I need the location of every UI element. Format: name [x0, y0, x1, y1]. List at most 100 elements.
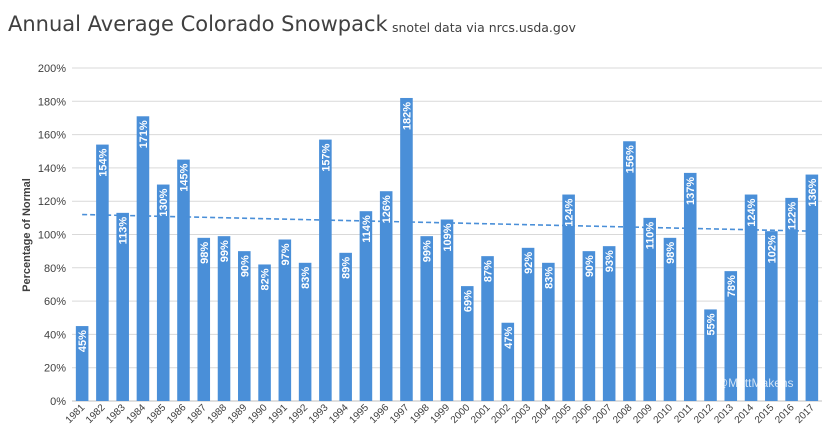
- bar: [744, 194, 758, 401]
- bar-value-label: 136%: [807, 178, 819, 206]
- bar: [805, 174, 819, 401]
- bar: [643, 217, 656, 401]
- x-tick-label: 1995: [348, 402, 372, 426]
- bar-value-label: 110%: [645, 222, 657, 250]
- bar: [379, 191, 393, 401]
- y-tick-label: 140%: [38, 163, 66, 175]
- bar: [562, 194, 575, 401]
- bar: [481, 256, 494, 401]
- bar-value-label: 157%: [320, 143, 332, 171]
- bar-value-label: 55%: [706, 313, 718, 335]
- x-tick-label: 1989: [226, 402, 250, 426]
- bar: [420, 236, 434, 401]
- bar: [197, 237, 211, 401]
- bar: [75, 326, 89, 401]
- bar-value-label: 83%: [543, 267, 555, 289]
- bar-value-label: 93%: [604, 250, 616, 272]
- x-tick-label: 2017: [793, 402, 817, 426]
- bar-value-label: 122%: [787, 202, 799, 230]
- bar: [521, 247, 535, 401]
- x-tick-label: 1981: [64, 402, 88, 426]
- trendline-group: [82, 213, 812, 232]
- bar-value-label: 171%: [138, 120, 150, 148]
- x-tick-label: 2015: [753, 402, 777, 426]
- bar-value-label: 99%: [219, 240, 231, 262]
- bar-value-label: 69%: [462, 290, 474, 312]
- x-tick-label: 1988: [206, 402, 230, 426]
- bar: [582, 251, 596, 401]
- bar: [217, 236, 231, 401]
- bar-value-label: 78%: [726, 275, 738, 297]
- bar-value-label: 90%: [584, 255, 596, 277]
- bar-value-label: 137%: [685, 177, 697, 205]
- bar: [400, 97, 413, 401]
- bar: [156, 184, 170, 401]
- y-tick-label: 200%: [38, 63, 66, 75]
- y-tick-label: 160%: [38, 130, 66, 142]
- bar-value-label: 92%: [523, 252, 535, 274]
- y-tick-label: 180%: [38, 96, 66, 108]
- y-tick-label: 20%: [44, 363, 66, 375]
- bar: [177, 159, 190, 401]
- bar: [704, 309, 717, 401]
- x-tick-label: 2002: [489, 402, 513, 426]
- bar-value-label: 156%: [624, 145, 636, 173]
- bar: [663, 237, 677, 401]
- y-axis-ticks: 0% 20% 40% 60% 80% 100% 120% 140% 160% 180% 200%: [38, 63, 66, 408]
- bar-value-label: 124%: [746, 198, 758, 226]
- x-tick-label: 2014: [733, 402, 757, 426]
- bar-value-label: 47%: [503, 327, 515, 349]
- bar-value-labels: 45% 154% 113% 171% 130% 145% 98% 99% 90% 82% 97% 83…: [77, 102, 819, 352]
- x-tick-label: 1997: [388, 402, 412, 426]
- bar-value-label: 154%: [97, 148, 109, 176]
- x-tick-label: 1998: [408, 402, 432, 426]
- bar-value-label: 82%: [260, 268, 272, 290]
- x-axis-ticks: 1981198219831984198519861987198819891990…: [64, 402, 818, 426]
- x-tick-label: 2004: [530, 402, 554, 426]
- y-tick-label: 100%: [38, 230, 66, 242]
- x-tick-label: 2016: [773, 402, 797, 426]
- bar: [238, 251, 251, 401]
- bar: [460, 286, 474, 401]
- x-tick-label: 1985: [145, 402, 169, 426]
- x-tick-label: 1992: [287, 402, 311, 426]
- bar: [298, 262, 312, 401]
- bar: [258, 264, 271, 401]
- x-tick-label: 1987: [185, 402, 209, 426]
- bar-value-label: 98%: [199, 242, 211, 264]
- x-tick-label: 1982: [84, 402, 108, 426]
- bar: [602, 246, 616, 401]
- bar-value-label: 109%: [442, 223, 454, 251]
- watermark: @MattMakens: [716, 376, 794, 390]
- x-tick-label: 1986: [165, 402, 189, 426]
- x-tick-label: 1999: [429, 402, 453, 426]
- x-tick-label: 2010: [652, 402, 676, 426]
- bar: [623, 141, 636, 401]
- x-tick-label: 1990: [246, 402, 270, 426]
- bars: [75, 97, 819, 401]
- bar-value-label: 83%: [300, 267, 312, 289]
- bar-value-label: 145%: [178, 163, 190, 191]
- y-tick-label: 60%: [44, 296, 66, 308]
- bar: [683, 172, 697, 401]
- bar: [542, 262, 555, 401]
- x-tick-label: 1994: [327, 402, 351, 426]
- y-tick-label: 80%: [44, 263, 66, 275]
- bar-value-label: 113%: [118, 217, 130, 245]
- bar-value-label: 114%: [361, 215, 373, 243]
- x-tick-label: 1993: [307, 402, 331, 426]
- x-tick-label: 2011: [672, 402, 695, 425]
- x-tick-label: 2000: [449, 402, 473, 426]
- y-tick-label: 120%: [38, 196, 66, 208]
- bar: [359, 211, 373, 401]
- x-tick-label: 2009: [631, 402, 655, 426]
- bar-value-label: 102%: [766, 235, 778, 263]
- bar-value-label: 124%: [564, 198, 576, 226]
- bar: [765, 231, 778, 401]
- y-axis-label: Percentage of Normal: [21, 178, 33, 292]
- x-tick-label: 2003: [510, 402, 534, 426]
- x-tick-label: 2001: [469, 402, 493, 426]
- chart-title: Annual Average Colorado Snowpack: [8, 12, 388, 36]
